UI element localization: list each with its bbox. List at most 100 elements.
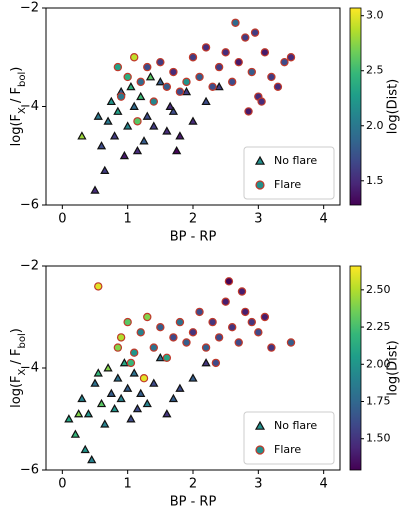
colorbar-tick-label: 1.75 xyxy=(366,395,391,408)
data-point xyxy=(126,358,136,368)
data-point xyxy=(231,18,240,27)
data-point xyxy=(109,403,120,413)
x-axis-label: BP - RP xyxy=(170,495,217,506)
data-point xyxy=(165,101,175,110)
data-point xyxy=(149,343,158,352)
y-tick-label: −6 xyxy=(20,198,39,213)
data-point xyxy=(208,317,217,327)
data-point xyxy=(74,409,84,418)
data-point xyxy=(136,77,145,87)
data-point xyxy=(175,317,185,327)
data-point xyxy=(162,409,172,418)
data-point xyxy=(168,393,179,403)
y-axis-label-part: log(F xyxy=(9,114,24,146)
data-point xyxy=(244,107,253,116)
data-point xyxy=(182,77,191,87)
data-point xyxy=(90,378,100,387)
legend-box xyxy=(243,146,335,200)
data-point xyxy=(155,352,165,362)
data-point xyxy=(90,185,100,194)
data-point xyxy=(142,111,152,120)
data-point xyxy=(214,62,224,72)
data-point xyxy=(201,343,211,352)
data-point xyxy=(145,72,156,81)
data-point xyxy=(195,72,204,82)
data-point xyxy=(280,57,289,67)
data-point xyxy=(162,126,172,135)
data-point xyxy=(139,136,149,145)
data-point xyxy=(267,343,276,352)
data-point xyxy=(100,419,110,428)
data-point xyxy=(113,343,123,352)
data-point xyxy=(143,62,152,72)
data-point xyxy=(201,358,211,367)
legend-label: Flare xyxy=(274,178,301,191)
data-point xyxy=(70,429,81,438)
data-point xyxy=(109,131,120,140)
data-point xyxy=(133,117,142,126)
data-point xyxy=(214,333,224,342)
data-point xyxy=(241,33,250,42)
data-point xyxy=(241,307,250,317)
data-point xyxy=(136,328,145,337)
data-point xyxy=(169,333,178,342)
x-tick-label: 3 xyxy=(254,212,262,227)
data-point xyxy=(143,312,152,322)
data-point xyxy=(96,141,107,150)
data-point xyxy=(162,82,172,92)
data-point xyxy=(96,398,107,408)
legend-box xyxy=(243,411,335,465)
data-point xyxy=(224,277,234,286)
data-point xyxy=(201,96,211,106)
data-point xyxy=(175,87,185,96)
data-point xyxy=(123,121,133,130)
data-point xyxy=(221,297,230,306)
data-point xyxy=(132,403,143,413)
y-axis-label-subscript: X xyxy=(17,107,28,114)
data-point xyxy=(129,368,139,377)
data-point xyxy=(116,333,126,342)
x-tick-label: 0 xyxy=(58,212,66,227)
data-point xyxy=(129,53,139,62)
y-axis-label-part: log(F xyxy=(9,375,24,407)
x-tick-label: 0 xyxy=(58,477,66,492)
colorbar-tick-label: 2.0 xyxy=(366,119,384,132)
colorbar-tick-label: 1.5 xyxy=(366,174,384,187)
data-point xyxy=(129,101,139,110)
data-point xyxy=(168,106,179,115)
colorbar-tick-label: 1.50 xyxy=(366,432,391,445)
legend-marker xyxy=(255,445,265,455)
data-point xyxy=(116,92,126,101)
data-point xyxy=(132,145,143,155)
colorbar xyxy=(349,265,362,471)
data-point xyxy=(188,328,198,337)
legend-label: No flare xyxy=(274,154,317,167)
data-point xyxy=(119,358,130,367)
colorbar-tick-label: 2.5 xyxy=(366,64,384,77)
y-axis-label-part: / F xyxy=(9,87,24,107)
legend-label: No flare xyxy=(274,419,317,432)
y-tick-label: −4 xyxy=(20,361,39,376)
data-point xyxy=(172,145,182,155)
data-point xyxy=(87,454,97,464)
data-point xyxy=(77,131,87,140)
y-tick-label: −6 xyxy=(20,463,39,478)
y-tick-label: −2 xyxy=(20,1,39,16)
y-axis-label-subscript: bol xyxy=(17,333,28,348)
y-axis-label-subscript: bol xyxy=(17,72,28,87)
data-point xyxy=(80,444,90,454)
data-point xyxy=(221,48,230,57)
x-tick-label: 4 xyxy=(320,477,328,492)
data-point xyxy=(106,96,116,106)
y-tick-label: −4 xyxy=(20,99,39,114)
legend-marker xyxy=(255,180,265,190)
data-point xyxy=(195,307,204,317)
x-tick-label: 1 xyxy=(124,477,132,492)
data-point xyxy=(136,91,146,101)
x-tick-label: 4 xyxy=(320,212,328,227)
data-point xyxy=(188,116,198,125)
data-point xyxy=(286,338,296,347)
data-point xyxy=(247,67,256,77)
data-point xyxy=(103,363,113,372)
data-point xyxy=(149,121,159,130)
